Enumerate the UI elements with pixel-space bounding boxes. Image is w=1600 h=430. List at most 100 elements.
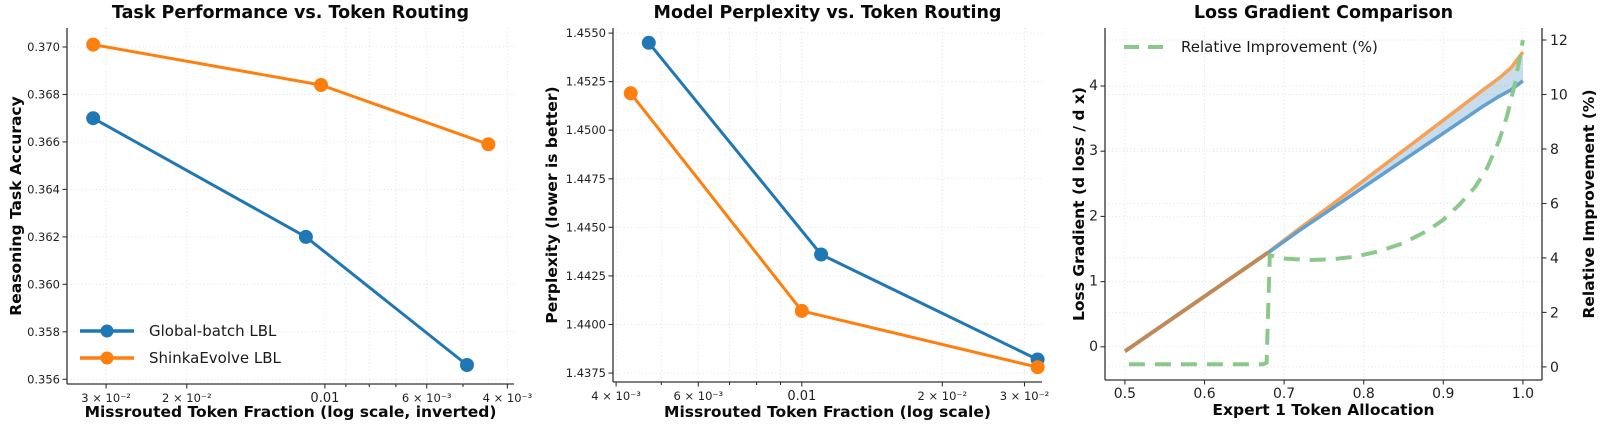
chart-task-performance: 3 × 10⁻² 2 × 10⁻² 0.01 6 × 10⁻³ 4 × 10⁻³ 0.35… xyxy=(0,0,533,430)
data-point-marker xyxy=(86,37,101,52)
x-axis-label: Expert 1 Token Allocation xyxy=(1212,401,1435,419)
right-y-tick-label: 10 xyxy=(1550,88,1568,104)
x-axis-label: Missrouted Token Fraction (log scale, in… xyxy=(84,403,497,421)
legend: Global-batch LBL ShinkaEvolve LBL xyxy=(78,317,281,371)
y-tick-label: 1.4375 xyxy=(566,366,606,380)
series-shared-gradient xyxy=(1123,250,1271,353)
gridlines xyxy=(67,28,514,384)
x-tick-label: 6 × 10⁻³ xyxy=(402,391,452,405)
y-tick-label: 0.364 xyxy=(27,182,60,196)
legend-item-global-batch-lbl: Global-batch LBL xyxy=(78,317,281,344)
data-point-marker xyxy=(623,86,638,101)
x-tick-label: 3 × 10⁻² xyxy=(1000,389,1050,403)
legend-label: Global-batch LBL xyxy=(149,321,277,340)
data-point-marker xyxy=(314,78,328,92)
task-performance-plot-area: 3 × 10⁻² 2 × 10⁻² 0.01 6 × 10⁻³ 4 × 10⁻³ 0.35… xyxy=(27,28,533,406)
legend-label: Relative Improvement (%) xyxy=(1181,38,1378,56)
y-tick-label: 1.4525 xyxy=(566,75,606,89)
right-y-tick-label: 0 xyxy=(1550,360,1559,376)
y-tick-label: 1.4425 xyxy=(566,269,606,283)
data-point-marker xyxy=(1030,360,1045,375)
data-point-marker xyxy=(86,111,101,126)
x-tick-label: 4 × 10⁻³ xyxy=(483,391,533,405)
right-y-tick-label: 8 xyxy=(1550,142,1559,158)
series-gradient-upper xyxy=(1267,51,1525,253)
x-tick-label: 0.01 xyxy=(787,389,816,404)
legend-label: ShinkaEvolve LBL xyxy=(149,348,281,367)
y-tick-label: 0.366 xyxy=(27,135,60,149)
y-tick-label: 0.356 xyxy=(27,372,60,386)
x-tick-label: 3 × 10⁻² xyxy=(81,391,131,405)
chart-loss-gradient-comparison: 0.5 0.6 0.7 0.8 0.9 1.0 0 1 2 3 4 0 2 4 6 8 10 12 Loss Gr… xyxy=(1066,0,1600,430)
x-tick-label: 4 × 10⁻³ xyxy=(591,389,641,403)
legend: Relative Improvement (%) xyxy=(1123,37,1378,57)
x-tick-label: 6 × 10⁻³ xyxy=(674,389,724,403)
tick-labels: 4 × 10⁻³ 6 × 10⁻³ 0.01 2 × 10⁻² 3 × 10⁻² 1.43… xyxy=(566,26,1050,404)
x-tick-label: 0.01 xyxy=(310,391,339,406)
chart-title: Task Performance vs. Token Routing xyxy=(111,3,470,23)
data-point-marker xyxy=(460,358,474,372)
y-tick-label: 1.4475 xyxy=(566,172,606,186)
y-tick-label: 0 xyxy=(1089,339,1098,355)
y-tick-label: 1.4500 xyxy=(566,123,606,137)
y-tick-label: 1.4550 xyxy=(566,26,606,40)
x-tick-label: 2 × 10⁻² xyxy=(162,391,212,405)
y-tick-label: 2 xyxy=(1089,208,1098,224)
data-point-marker xyxy=(794,303,809,318)
model-perplexity-plot-area: 4 × 10⁻³ 6 × 10⁻³ 0.01 2 × 10⁻² 3 × 10⁻² 1.43… xyxy=(566,26,1050,404)
series-global-batch-lbl xyxy=(86,111,474,372)
legend-line-marker-sample xyxy=(80,324,134,337)
y-tick-label: 1 xyxy=(1089,274,1098,290)
series-global-batch-lbl xyxy=(641,35,1045,367)
tick-marks xyxy=(1100,39,1547,385)
tick-marks xyxy=(608,32,1026,387)
series-gradient-lower xyxy=(1267,79,1524,254)
x-tick-label: 0.8 xyxy=(1353,386,1375,402)
chart-model-perplexity: 4 × 10⁻³ 6 × 10⁻³ 0.01 2 × 10⁻² 3 × 10⁻² 1.43… xyxy=(533,0,1066,430)
legend-item-shinkaevolve-lbl: ShinkaEvolve LBL xyxy=(78,344,281,371)
data-point-marker xyxy=(641,35,656,50)
data-point-marker xyxy=(814,247,829,262)
axis-spines xyxy=(66,28,514,385)
series-relative-improvement xyxy=(1128,39,1525,367)
tick-marks xyxy=(62,46,508,389)
right-y-tick-label: 4 xyxy=(1550,251,1559,267)
data-point-marker xyxy=(481,137,496,152)
tick-labels: 3 × 10⁻² 2 × 10⁻² 0.01 6 × 10⁻³ 4 × 10⁻³ 0.35… xyxy=(27,40,533,406)
y-tick-label: 4 xyxy=(1089,78,1098,94)
y-tick-label: 3 xyxy=(1089,143,1098,159)
y-tick-label: 0.358 xyxy=(27,325,60,339)
right-y-tick-label: 6 xyxy=(1550,197,1559,213)
x-tick-label: 0.6 xyxy=(1193,386,1215,402)
y-tick-label: 0.368 xyxy=(27,88,60,102)
x-tick-label: 1.0 xyxy=(1512,386,1534,402)
x-tick-label: 0.5 xyxy=(1114,386,1136,402)
y-tick-label: 0.362 xyxy=(27,230,60,244)
legend-line-marker-sample xyxy=(80,351,134,364)
data-point-marker xyxy=(298,229,313,244)
series-shinkaevolve-lbl xyxy=(86,37,496,152)
gridlines xyxy=(1105,28,1542,380)
x-tick-label: 2 × 10⁻² xyxy=(918,389,968,403)
y-tick-label: 0.370 xyxy=(27,40,60,54)
y-tick-label: 1.4400 xyxy=(566,318,606,332)
chart-title: Model Perplexity vs. Token Routing xyxy=(653,3,1002,23)
x-tick-label: 0.9 xyxy=(1432,386,1454,402)
right-y-axis-label: Relative Improvement (%) xyxy=(1580,89,1598,319)
y-axis-label: Reasoning Task Accuracy xyxy=(7,96,25,316)
right-y-tick-label: 2 xyxy=(1550,305,1559,321)
right-y-tick-label: 12 xyxy=(1550,33,1568,49)
legend-item-relative-improvement: Relative Improvement (%) xyxy=(1123,37,1378,57)
legend-dashed-line-sample xyxy=(1124,45,1168,49)
x-tick-label: 0.7 xyxy=(1273,386,1295,402)
x-axis-label: Missrouted Token Fraction (log scale) xyxy=(664,403,991,421)
y-axis-label: Perplexity (lower is better) xyxy=(543,86,561,324)
axis-spines xyxy=(612,28,1042,383)
y-tick-label: 0.360 xyxy=(27,277,60,291)
y-axis-label: Loss Gradient (d loss / d x) xyxy=(1070,87,1088,321)
series-shinkaevolve-lbl xyxy=(623,86,1045,375)
chart-title: Loss Gradient Comparison xyxy=(1193,3,1454,23)
